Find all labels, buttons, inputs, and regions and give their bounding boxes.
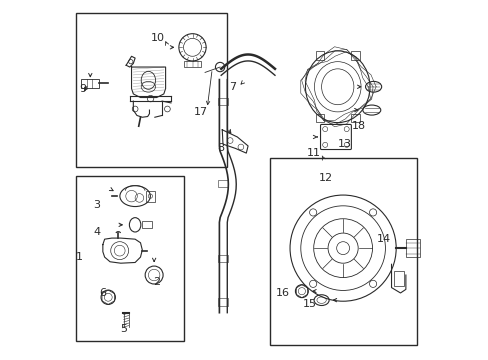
Text: 3: 3 (93, 200, 100, 210)
Text: 15: 15 (302, 299, 316, 309)
Text: 7: 7 (229, 82, 236, 92)
Text: 17: 17 (193, 107, 207, 117)
Text: 1: 1 (76, 252, 83, 262)
Bar (142, 221, 151, 228)
Bar (315, 51, 324, 60)
Bar (217, 298, 228, 306)
Bar (183, 60, 201, 67)
Text: 8: 8 (217, 143, 224, 153)
Text: 9: 9 (79, 84, 86, 94)
Bar (76, 176, 183, 341)
Text: 11: 11 (306, 148, 320, 158)
Text: 5: 5 (120, 324, 126, 334)
Bar (76, 13, 226, 167)
Text: 13: 13 (337, 139, 351, 149)
Text: 6: 6 (99, 288, 106, 298)
Bar (217, 180, 228, 187)
Bar (81, 78, 99, 88)
Text: 16: 16 (275, 288, 289, 298)
Text: 2: 2 (153, 277, 160, 287)
Bar (351, 51, 359, 60)
Bar (217, 255, 228, 262)
Bar (217, 98, 228, 105)
Text: 18: 18 (351, 121, 365, 131)
Text: 10: 10 (150, 33, 164, 43)
Text: 4: 4 (93, 227, 100, 237)
Bar (269, 158, 416, 345)
Bar (145, 191, 155, 202)
Text: 14: 14 (377, 234, 390, 244)
Bar (315, 113, 324, 122)
Text: 12: 12 (319, 173, 333, 183)
Bar (394, 271, 404, 286)
Bar (405, 239, 419, 257)
Bar (351, 113, 359, 122)
